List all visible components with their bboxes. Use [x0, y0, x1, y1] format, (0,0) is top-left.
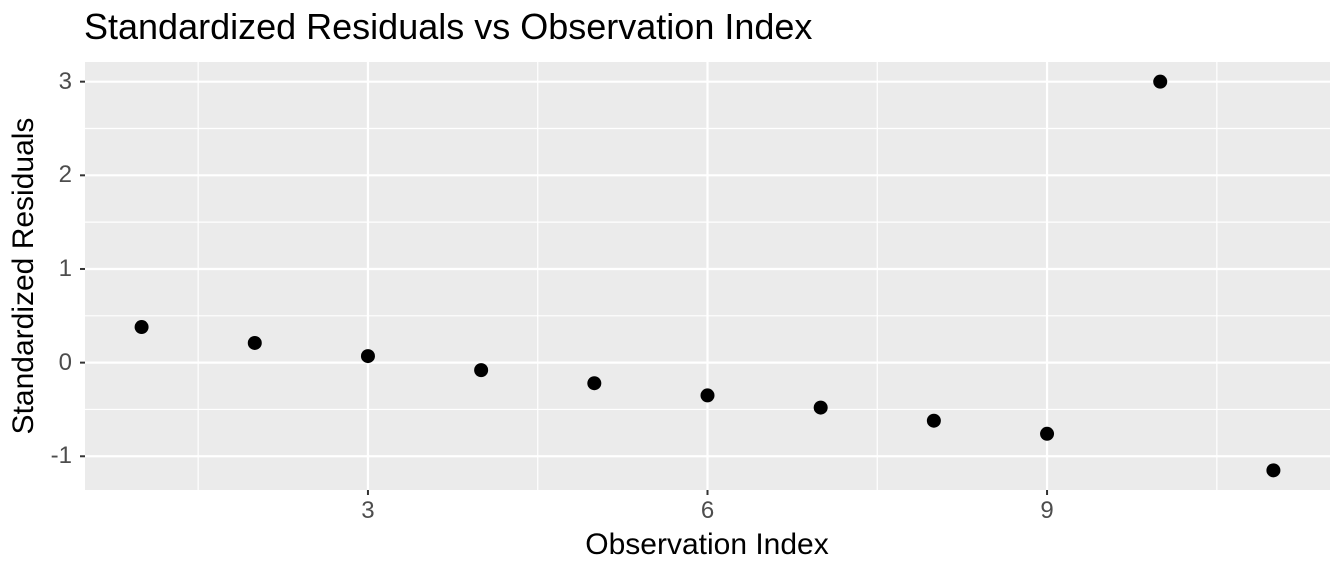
data-point [926, 413, 941, 428]
data-point [247, 335, 262, 350]
data-point [134, 320, 149, 335]
plot-title: Standardized Residuals vs Observation In… [84, 6, 813, 47]
y-tick-label: -1 [50, 442, 72, 470]
x-tick-label: 3 [361, 497, 375, 524]
data-point [1266, 463, 1281, 478]
data-point [1040, 426, 1055, 441]
data-point [360, 349, 375, 364]
y-tick-label: 1 [58, 254, 72, 282]
y-tick-label: 0 [58, 348, 72, 376]
x-axis-title: Observation Index [585, 528, 829, 561]
y-tick-label: 3 [58, 67, 72, 95]
x-tick-label: 6 [700, 497, 715, 524]
data-point [700, 388, 715, 403]
data-point [1153, 74, 1168, 89]
data-point [813, 400, 828, 415]
x-tick-label: 9 [1040, 497, 1054, 524]
data-point [587, 376, 602, 391]
y-tick-label: 2 [58, 161, 72, 189]
data-point [474, 363, 489, 378]
